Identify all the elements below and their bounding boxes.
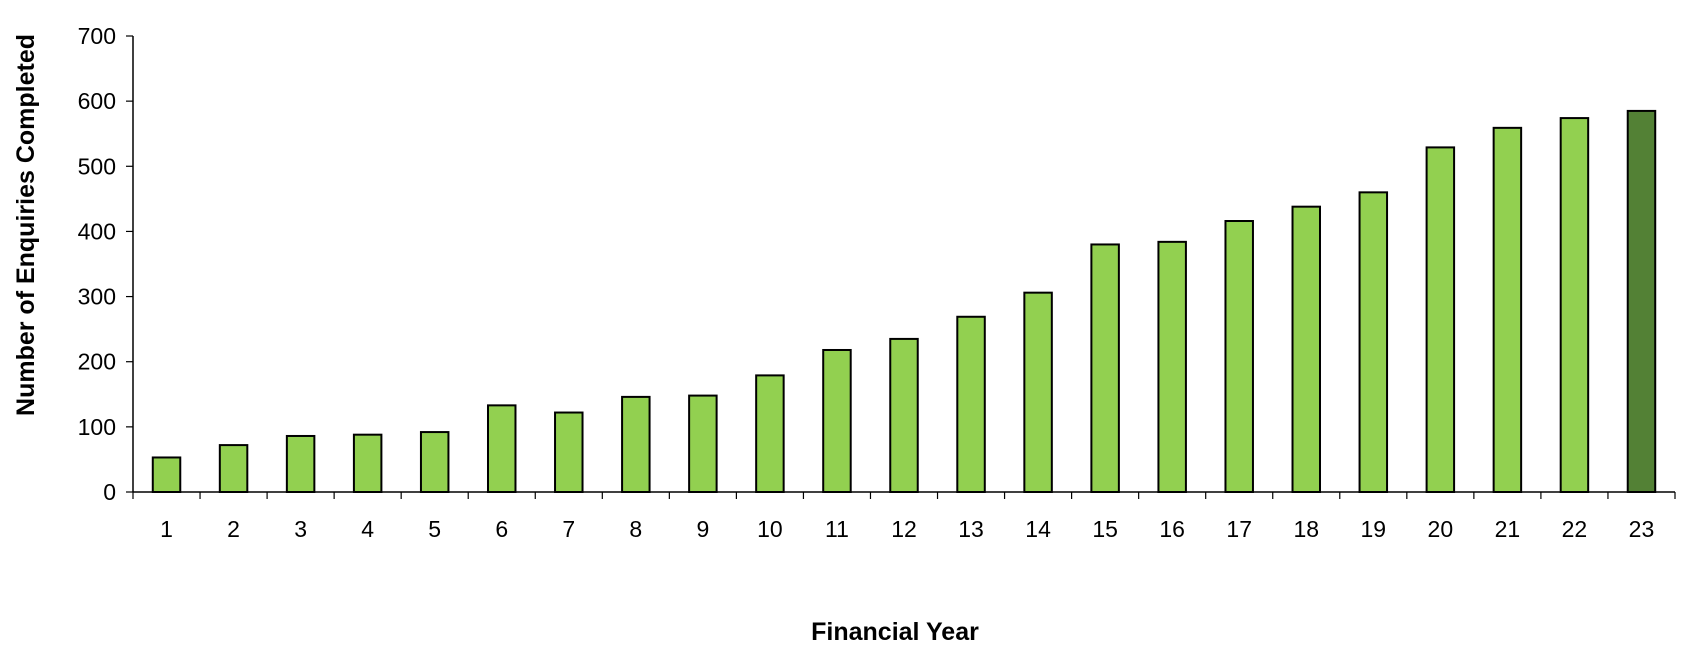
bar (486, 404, 517, 493)
x-tick-label: 21 (1495, 516, 1521, 542)
x-tick-label: 16 (1159, 516, 1185, 542)
x-tick-label: 13 (958, 516, 984, 542)
bar (218, 444, 249, 493)
x-tick-label: 12 (891, 516, 917, 542)
y-axis: 0 100 200 300 400 500 600 700 (78, 23, 134, 505)
bar (1358, 191, 1389, 493)
bar (352, 433, 383, 493)
x-tick-label: 4 (361, 516, 374, 542)
y-tick-label: 600 (78, 88, 116, 114)
y-tick-label: 200 (78, 349, 116, 375)
y-axis-title: Number of Enquiries Completed (12, 34, 40, 416)
bar (1224, 220, 1254, 493)
bar (889, 337, 919, 493)
bar (621, 395, 651, 493)
x-tick-label: 19 (1361, 516, 1387, 542)
bar (1626, 109, 1657, 494)
bar (755, 374, 785, 493)
bar (554, 411, 584, 494)
bars-group (151, 109, 1657, 494)
x-axis: 1 2 3 4 5 6 7 8 9 10 11 12 13 14 15 16 17 18 19 20 21 22 23 (132, 491, 1676, 542)
bar (1023, 291, 1053, 494)
x-tick-label: 15 (1092, 516, 1118, 542)
x-tick-label: 18 (1293, 516, 1319, 542)
x-tick-label: 7 (562, 516, 575, 542)
x-tick-label: 11 (825, 516, 849, 542)
x-tick-label: 22 (1562, 516, 1588, 542)
bar (1157, 240, 1187, 493)
x-axis-title: Financial Year (811, 618, 979, 645)
y-tick-label: 0 (103, 479, 116, 505)
bar (1090, 243, 1120, 493)
x-tick-label: 5 (428, 516, 441, 542)
bar (956, 315, 986, 493)
y-tick-label: 500 (78, 153, 116, 179)
bar (285, 434, 316, 493)
x-tick-label: 1 (160, 516, 173, 542)
x-tick-label: 9 (696, 516, 709, 542)
x-tick-label: 8 (629, 516, 642, 542)
bar (1291, 205, 1322, 493)
x-tick-label: 23 (1629, 516, 1655, 542)
bar (688, 394, 718, 493)
bar (151, 456, 182, 493)
x-tick-label: 3 (294, 516, 307, 542)
bar (1559, 117, 1590, 494)
x-tick-label: 14 (1025, 516, 1051, 542)
bar (1425, 146, 1456, 493)
x-tick-label: 6 (495, 516, 508, 542)
y-tick-label: 300 (78, 284, 116, 310)
x-tick-label: 17 (1226, 516, 1252, 542)
y-tick-label: 100 (78, 414, 116, 440)
x-tick-label: 10 (757, 516, 783, 542)
x-tick-label: 20 (1428, 516, 1454, 542)
bar (1492, 126, 1523, 493)
y-tick-label: 400 (78, 218, 116, 244)
x-tick-label: 2 (227, 516, 240, 542)
bar (822, 348, 852, 494)
y-tick-label: 700 (78, 23, 116, 49)
bar (419, 431, 450, 493)
